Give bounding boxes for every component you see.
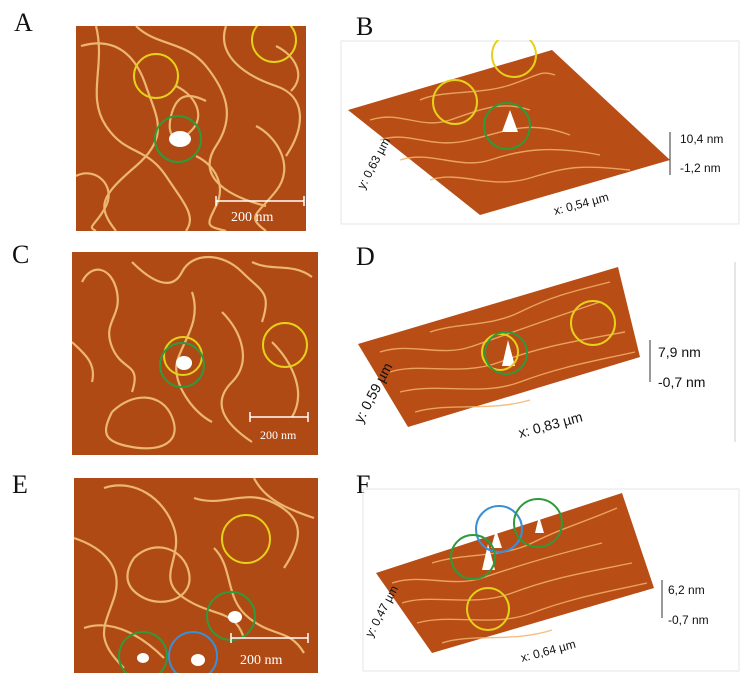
- aggregate-a: [169, 131, 191, 147]
- z-min-d: -0,7 nm: [658, 374, 705, 390]
- aggregate-e2: [191, 654, 205, 666]
- circle-yellow-a1: [133, 53, 179, 99]
- y-axis-label-f: y: 0,47 µm: [362, 583, 401, 639]
- circle-green-e2: [118, 631, 168, 673]
- panel-label-f: F: [356, 470, 371, 499]
- aggregate-e3: [137, 653, 149, 663]
- afm-topography-c: 200 nm: [72, 256, 313, 450]
- peak-f2: [491, 530, 502, 548]
- circle-yellow-b1: [432, 79, 478, 125]
- circle-yellow-a2: [251, 26, 297, 63]
- z-min-b: -1,2 nm: [680, 161, 721, 175]
- scale-bar-label-a: 200 nm: [231, 210, 274, 225]
- circle-green-c: [159, 342, 205, 388]
- afm-topography-a: 200 nm: [76, 26, 305, 231]
- z-max-f: 6,2 nm: [668, 583, 705, 597]
- circle-yellow-b2: [491, 40, 537, 78]
- peak-f3: [535, 516, 544, 533]
- x-axis-label-d: x: 0,83 µm: [517, 408, 585, 440]
- peak-b: [502, 110, 518, 132]
- circle-green-a: [154, 115, 202, 163]
- x-axis-label-f: x: 0,64 µm: [519, 637, 577, 665]
- circle-blue-f: [475, 505, 523, 553]
- panel-label-b: B: [356, 12, 374, 41]
- scale-bar-label-e: 200 nm: [240, 653, 283, 668]
- circle-green-d: [484, 331, 528, 375]
- circle-yellow-c2: [262, 322, 308, 368]
- afm-3d-f: 6,2 nm -0,7 nm y: 0,47 µm x: 0,64 µm: [362, 488, 740, 673]
- panel-label-e: E: [12, 470, 28, 499]
- afm-3d-d: 7,9 nm -0,7 nm y: 0,59 µm x: 0,83 µm: [340, 262, 740, 447]
- circle-green-b: [483, 102, 531, 150]
- afm-3d-plot-b: 10,4 nm -1,2 nm y: 0,63 µm x: 0,54 µm: [340, 40, 740, 225]
- circle-yellow-d1: [481, 333, 519, 371]
- circle-green-f2: [450, 534, 496, 580]
- circle-green-f1: [513, 498, 563, 548]
- circle-yellow-e: [221, 514, 271, 564]
- panel-label-c: C: [12, 240, 30, 269]
- circle-blue-e: [168, 631, 218, 673]
- z-min-f: -0,7 nm: [668, 613, 709, 627]
- afm-topography-e: 200 nm: [74, 478, 315, 673]
- y-axis-label-b: y: 0,63 µm: [354, 135, 393, 191]
- afm-3d-plot-f: 6,2 nm -0,7 nm y: 0,47 µm x: 0,64 µm: [362, 488, 740, 672]
- afm-image-e: 200 nm: [74, 478, 318, 673]
- x-axis-label-b: x: 0,54 µm: [552, 190, 610, 218]
- scale-bar-label-c: 200 nm: [260, 428, 297, 442]
- z-max-b: 10,4 nm: [680, 132, 723, 146]
- afm-3d-b: 10,4 nm -1,2 nm y: 0,63 µm x: 0,54 µm: [340, 40, 740, 225]
- panel-label-d: D: [356, 242, 375, 271]
- peak-f1: [482, 544, 495, 570]
- z-max-d: 7,9 nm: [658, 344, 701, 360]
- afm-3d-plot-d: 7,9 nm -0,7 nm y: 0,59 µm x: 0,83 µm: [351, 262, 736, 442]
- panel-label-a: A: [14, 8, 33, 37]
- aggregate-c: [176, 356, 192, 370]
- afm-image-c: 200 nm: [72, 252, 318, 455]
- circle-yellow-d2: [570, 300, 616, 346]
- afm-image-a: 200 nm: [76, 26, 306, 231]
- circle-yellow-f: [466, 587, 510, 631]
- peak-d: [502, 340, 515, 366]
- aggregate-e1: [228, 611, 242, 623]
